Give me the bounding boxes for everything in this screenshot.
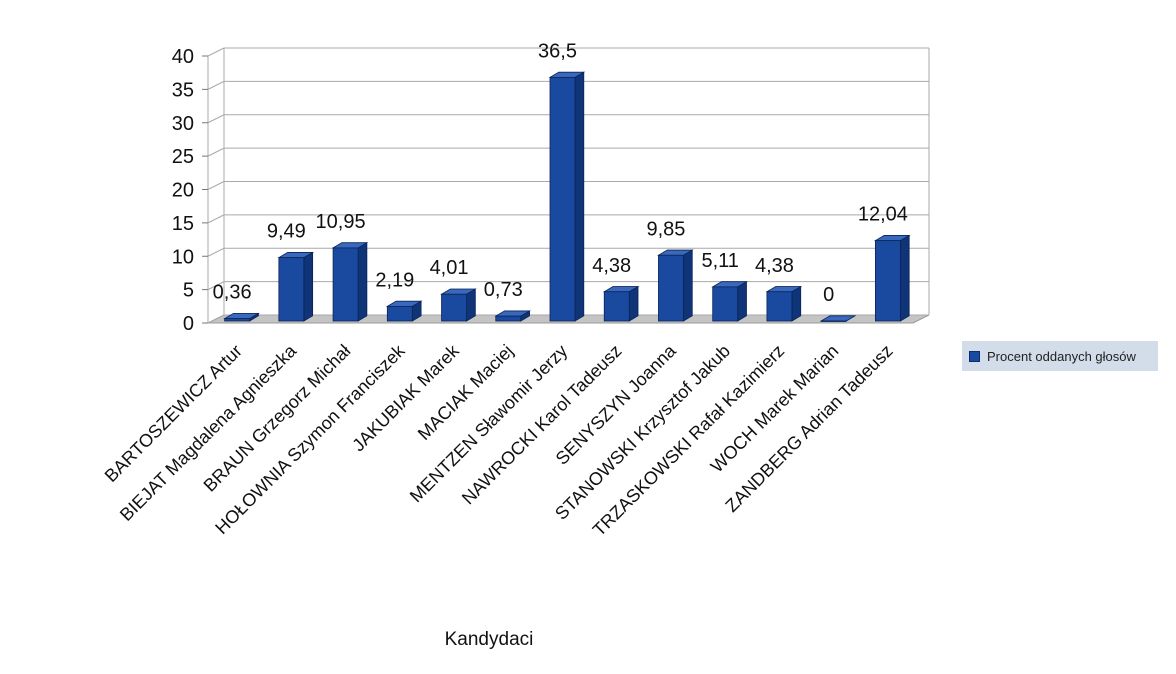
bar-front bbox=[278, 257, 305, 322]
bar-side bbox=[737, 280, 747, 322]
bar-side bbox=[899, 234, 910, 322]
y-tick-label: 30 bbox=[172, 113, 194, 135]
gridline-side bbox=[207, 114, 225, 124]
bar-side bbox=[683, 249, 693, 322]
y-tick-label: 5 bbox=[183, 280, 194, 302]
x-axis-title: Kandydaci bbox=[445, 629, 534, 650]
bar bbox=[765, 285, 803, 322]
data-label: 12,04 bbox=[858, 204, 908, 226]
y-tick-label: 25 bbox=[172, 146, 194, 168]
bar bbox=[819, 315, 857, 322]
bar-front bbox=[820, 320, 847, 322]
legend: Procent oddanych głosów bbox=[962, 341, 1158, 371]
data-label: 4,01 bbox=[430, 257, 469, 279]
bar-front bbox=[332, 247, 359, 322]
bar-front bbox=[874, 240, 901, 322]
y-tick-label: 10 bbox=[172, 246, 194, 268]
bar-front bbox=[766, 291, 793, 322]
y-axis-ticks: 0 5 10 15 20 25 30 35 40 bbox=[172, 46, 208, 335]
bar bbox=[385, 300, 423, 322]
gridline-side bbox=[207, 181, 225, 190]
gridline-side bbox=[207, 314, 225, 324]
data-label: 36,5 bbox=[538, 40, 577, 62]
bar-side bbox=[574, 71, 585, 322]
data-label: 0,73 bbox=[484, 279, 523, 301]
data-label: 0,36 bbox=[213, 282, 252, 304]
bar bbox=[656, 249, 694, 322]
bar bbox=[548, 71, 586, 322]
gridline-side bbox=[207, 47, 225, 57]
gridline-side bbox=[207, 247, 225, 257]
bar-side bbox=[628, 285, 639, 322]
y-tick-label: 0 bbox=[183, 313, 194, 335]
bar bbox=[331, 242, 369, 322]
gridline-side bbox=[207, 281, 225, 291]
data-label: 4,38 bbox=[592, 255, 631, 277]
y-tick-label: 40 bbox=[172, 46, 194, 68]
x-tick-label: MACIAK Maciej bbox=[414, 341, 517, 444]
data-label: 10,95 bbox=[316, 211, 366, 233]
legend-label: Procent oddanych głosów bbox=[987, 348, 1136, 364]
bar-front bbox=[224, 318, 251, 322]
gridline-side bbox=[207, 80, 225, 90]
gridline-side bbox=[207, 214, 225, 224]
gridline-side bbox=[207, 147, 225, 157]
bar-front bbox=[441, 293, 467, 322]
bar bbox=[873, 234, 911, 322]
bar-front bbox=[495, 315, 522, 322]
bar-front bbox=[603, 291, 630, 322]
bar bbox=[277, 251, 315, 322]
bar-side bbox=[303, 251, 314, 322]
data-labels: 0,36 9,49 10,95 2,19 4,01 0,73 36,5 4,38 9,85 5,1… bbox=[213, 40, 908, 306]
data-label: 9,85 bbox=[646, 218, 685, 240]
bar bbox=[440, 288, 477, 322]
bar-side bbox=[357, 242, 368, 322]
data-label: 4,38 bbox=[755, 255, 794, 277]
bar bbox=[711, 280, 748, 322]
bar bbox=[602, 285, 640, 322]
data-label: 0 bbox=[823, 284, 834, 306]
legend-swatch bbox=[969, 350, 980, 362]
bars bbox=[223, 71, 911, 322]
bar-front bbox=[658, 254, 684, 322]
y-tick-label: 20 bbox=[172, 180, 194, 202]
bar-front bbox=[712, 286, 739, 322]
bar-front bbox=[549, 76, 576, 322]
bar bbox=[494, 310, 532, 322]
x-tick-label: TRZASKOWSKI Rafał Kazimierz bbox=[589, 341, 788, 540]
data-label: 2,19 bbox=[375, 269, 414, 291]
y-tick-label: 15 bbox=[172, 213, 194, 235]
data-label: 5,11 bbox=[701, 250, 738, 272]
bar-side bbox=[791, 285, 802, 322]
y-tick-label: 35 bbox=[172, 79, 194, 101]
bar-front bbox=[386, 305, 413, 322]
bar bbox=[223, 312, 260, 322]
data-label: 9,49 bbox=[267, 221, 306, 243]
